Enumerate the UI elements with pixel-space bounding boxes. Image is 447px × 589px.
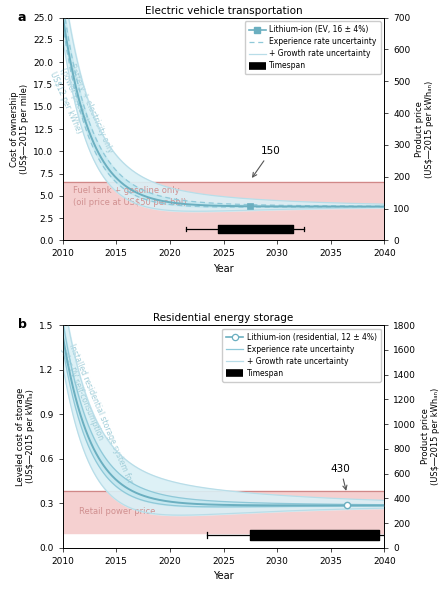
Text: a: a [17, 11, 26, 24]
Y-axis label: Product price
(US$―2015 per kWhₐₙ): Product price (US$―2015 per kWhₐₙ) [421, 388, 440, 485]
Y-axis label: Leveled cost of storage
(US$―2015 per kWhₐ): Leveled cost of storage (US$―2015 per kW… [16, 387, 35, 485]
Text: Retail power price: Retail power price [79, 507, 155, 517]
Text: 430: 430 [331, 464, 350, 489]
Y-axis label: Cost of ownership
(US$―2015 per mile): Cost of ownership (US$―2015 per mile) [10, 84, 29, 174]
Text: Installed residential storage system for
solar PV self-consumption: Installed residential storage system for… [58, 343, 135, 489]
Legend: Lithium-ion (EV, 16 ± 4%), Experience rate uncertainty, + Growth rate uncertaint: Lithium-ion (EV, 16 ± 4%), Experience ra… [245, 21, 380, 74]
Y-axis label: Product price
(US$―2015 per kWhₐₙ): Product price (US$―2015 per kWhₐₙ) [415, 81, 434, 178]
Title: Electric vehicle transportation: Electric vehicle transportation [145, 5, 302, 15]
Text: Fuel tank + gasoline only: Fuel tank + gasoline only [73, 186, 180, 195]
Text: b: b [17, 319, 26, 332]
Text: 150: 150 [253, 145, 281, 177]
X-axis label: Year: Year [213, 571, 234, 581]
Text: Battery + electricity only
(power price at
US$12 per kWhe): Battery + electricity only (power price … [48, 62, 115, 163]
Text: (oil price at US$50 per bbl): (oil price at US$50 per bbl) [73, 198, 187, 207]
X-axis label: Year: Year [213, 264, 234, 274]
Legend: Lithium-ion (residential, 12 ± 4%), Experience rate uncertainty, + Growth rate u: Lithium-ion (residential, 12 ± 4%), Expe… [222, 329, 380, 382]
Title: Residential energy storage: Residential energy storage [153, 313, 294, 323]
